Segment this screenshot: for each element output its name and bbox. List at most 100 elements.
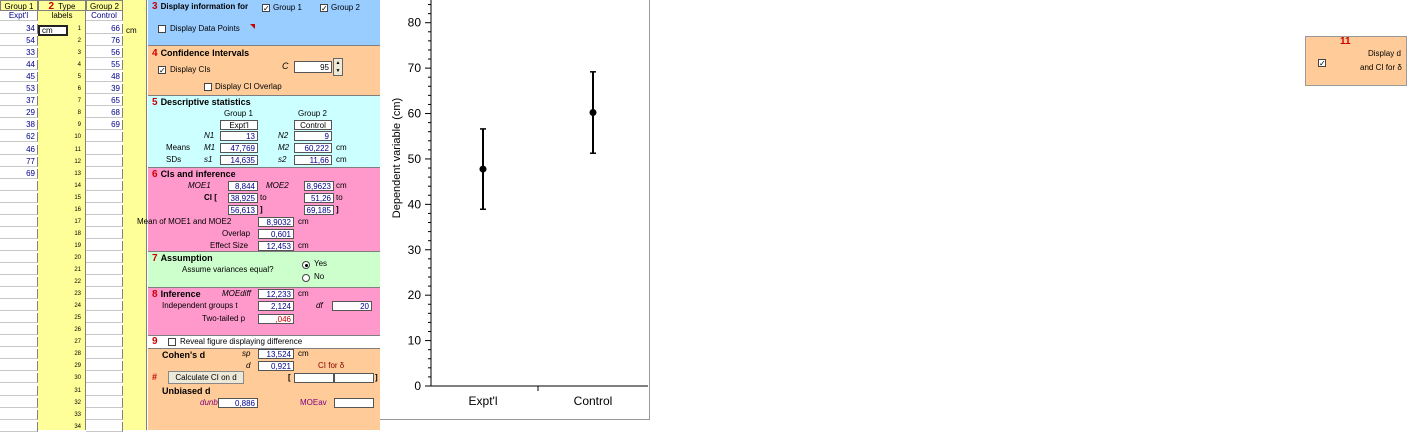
variance-yes-radio[interactable] — [302, 261, 310, 269]
d-label: d — [246, 361, 251, 370]
calculate-ci-d-button[interactable]: Calculate CI on d — [168, 371, 244, 384]
group1-cell[interactable] — [0, 192, 38, 203]
group2-cell[interactable]: 65 — [86, 96, 123, 107]
group2-cell[interactable] — [86, 349, 123, 360]
group1-cell[interactable]: 29 — [0, 108, 38, 119]
group1-cell[interactable] — [0, 228, 38, 239]
group2-cell[interactable] — [86, 361, 123, 372]
ci-for-delta-label: and CI for δ — [1360, 63, 1402, 72]
group2-cell[interactable] — [86, 180, 123, 191]
group1-label-cell[interactable]: Expt'l — [0, 11, 38, 21]
group1-cell[interactable] — [0, 265, 38, 275]
row-number: 25 — [74, 315, 81, 322]
row-number: 12 — [74, 158, 81, 165]
group1-cell[interactable] — [0, 409, 38, 420]
group2-header: Group 2 — [86, 0, 123, 11]
group2-cell[interactable] — [86, 156, 123, 167]
group1-cell[interactable] — [0, 313, 38, 324]
group1-cell[interactable]: 77 — [0, 156, 38, 167]
group1-cell[interactable] — [0, 277, 38, 288]
group1-cell[interactable] — [0, 240, 38, 251]
row-number: 28 — [74, 351, 81, 358]
group1-cell[interactable] — [0, 180, 38, 191]
group1-cell[interactable]: 62 — [0, 132, 38, 143]
group2-cell[interactable] — [86, 252, 123, 263]
group2-cell[interactable] — [86, 421, 123, 432]
group1-cell[interactable] — [0, 337, 38, 348]
group2-display-checkbox[interactable]: ✓ — [320, 4, 328, 13]
group1-cell[interactable] — [0, 397, 38, 408]
c-label: C — [282, 61, 289, 71]
row-number: 19 — [74, 242, 81, 249]
group1-cell[interactable]: 69 — [0, 168, 38, 179]
group2-cell[interactable] — [86, 289, 123, 300]
group2-cell[interactable] — [86, 409, 123, 420]
group2-cell[interactable]: 48 — [86, 72, 123, 83]
group2-cell[interactable] — [86, 373, 123, 384]
group1-cell[interactable] — [0, 216, 38, 227]
group2-cell[interactable] — [86, 397, 123, 408]
unit-input-cell[interactable]: cm — [38, 25, 68, 36]
group1-display-checkbox[interactable]: ✓ — [262, 4, 270, 13]
overlap-label: Overlap — [222, 229, 251, 238]
mean-moe-unit: cm — [298, 217, 309, 226]
group2-cell[interactable]: 76 — [86, 36, 123, 47]
group2-cell[interactable] — [86, 313, 123, 324]
panel-descriptive-stats: 5 Descriptive statistics Group 1 Group 2 … — [148, 96, 380, 168]
group2-cell[interactable] — [86, 385, 123, 396]
group1-cell[interactable]: 45 — [0, 72, 38, 83]
mean-point — [589, 109, 597, 117]
group2-cell[interactable] — [86, 228, 123, 239]
group1-cell[interactable] — [0, 385, 38, 396]
ci-overlap-checkbox[interactable] — [204, 83, 212, 91]
group1-cell[interactable]: 34 — [0, 24, 38, 34]
dunb-value: 0,886 — [218, 398, 258, 408]
group2-cell[interactable] — [86, 216, 123, 227]
group2-cell[interactable] — [86, 204, 123, 215]
group2-display-label: Group 2 — [331, 3, 360, 12]
group2-cell[interactable] — [86, 240, 123, 251]
group1-cell[interactable]: 33 — [0, 48, 38, 59]
group1-cell[interactable] — [0, 349, 38, 360]
group1-cell[interactable]: 37 — [0, 96, 38, 107]
reveal-difference-label: Reveal figure displaying difference — [180, 337, 303, 346]
group2-cell[interactable]: 69 — [86, 120, 123, 131]
group1-cell[interactable] — [0, 204, 38, 215]
group2-cell[interactable] — [86, 192, 123, 203]
group2-label-cell[interactable]: Control — [86, 11, 123, 21]
c-spinner[interactable]: ▲ ▼ — [333, 58, 343, 76]
group2-cell[interactable]: 56 — [86, 48, 123, 59]
group2-cell[interactable]: 39 — [86, 84, 123, 95]
group1-cell[interactable] — [0, 252, 38, 263]
group2-cell[interactable] — [86, 325, 123, 336]
group2-cell[interactable] — [86, 168, 123, 179]
group1-cell[interactable] — [0, 373, 38, 384]
group1-cell[interactable] — [0, 361, 38, 372]
group1-cell[interactable] — [0, 301, 38, 312]
reveal-difference-checkbox[interactable] — [168, 338, 176, 346]
variance-no-radio[interactable] — [302, 274, 310, 282]
group2-cell[interactable] — [86, 277, 123, 288]
display-cis-checkbox[interactable]: ✓ — [158, 66, 166, 75]
group2-cell[interactable] — [86, 301, 123, 312]
group1-cell[interactable]: 53 — [0, 84, 38, 95]
group2-cell[interactable]: 55 — [86, 60, 123, 71]
c-level-input[interactable]: 95 — [294, 61, 332, 73]
display-d-checkbox[interactable]: ✓ — [1318, 59, 1326, 68]
group2-cell[interactable] — [86, 144, 123, 155]
group2-cell[interactable]: 66 — [86, 24, 123, 34]
group1-cell[interactable] — [0, 289, 38, 300]
group1-cell[interactable] — [0, 421, 38, 432]
group1-cell[interactable]: 46 — [0, 144, 38, 155]
group2-cell[interactable] — [86, 132, 123, 143]
means-ci-chart: 0 10 20 30 40 50 60 70 80 Expt'l Control — [408, 0, 648, 408]
group1-cell[interactable] — [0, 325, 38, 336]
data-points-checkbox[interactable] — [158, 25, 166, 33]
variance-question: Assume variances equal? — [182, 265, 274, 274]
group1-cell[interactable]: 44 — [0, 60, 38, 71]
group1-cell[interactable]: 54 — [0, 36, 38, 47]
group1-cell[interactable]: 38 — [0, 120, 38, 131]
group2-cell[interactable] — [86, 337, 123, 348]
group2-cell[interactable] — [86, 265, 123, 275]
group2-cell[interactable]: 68 — [86, 108, 123, 119]
